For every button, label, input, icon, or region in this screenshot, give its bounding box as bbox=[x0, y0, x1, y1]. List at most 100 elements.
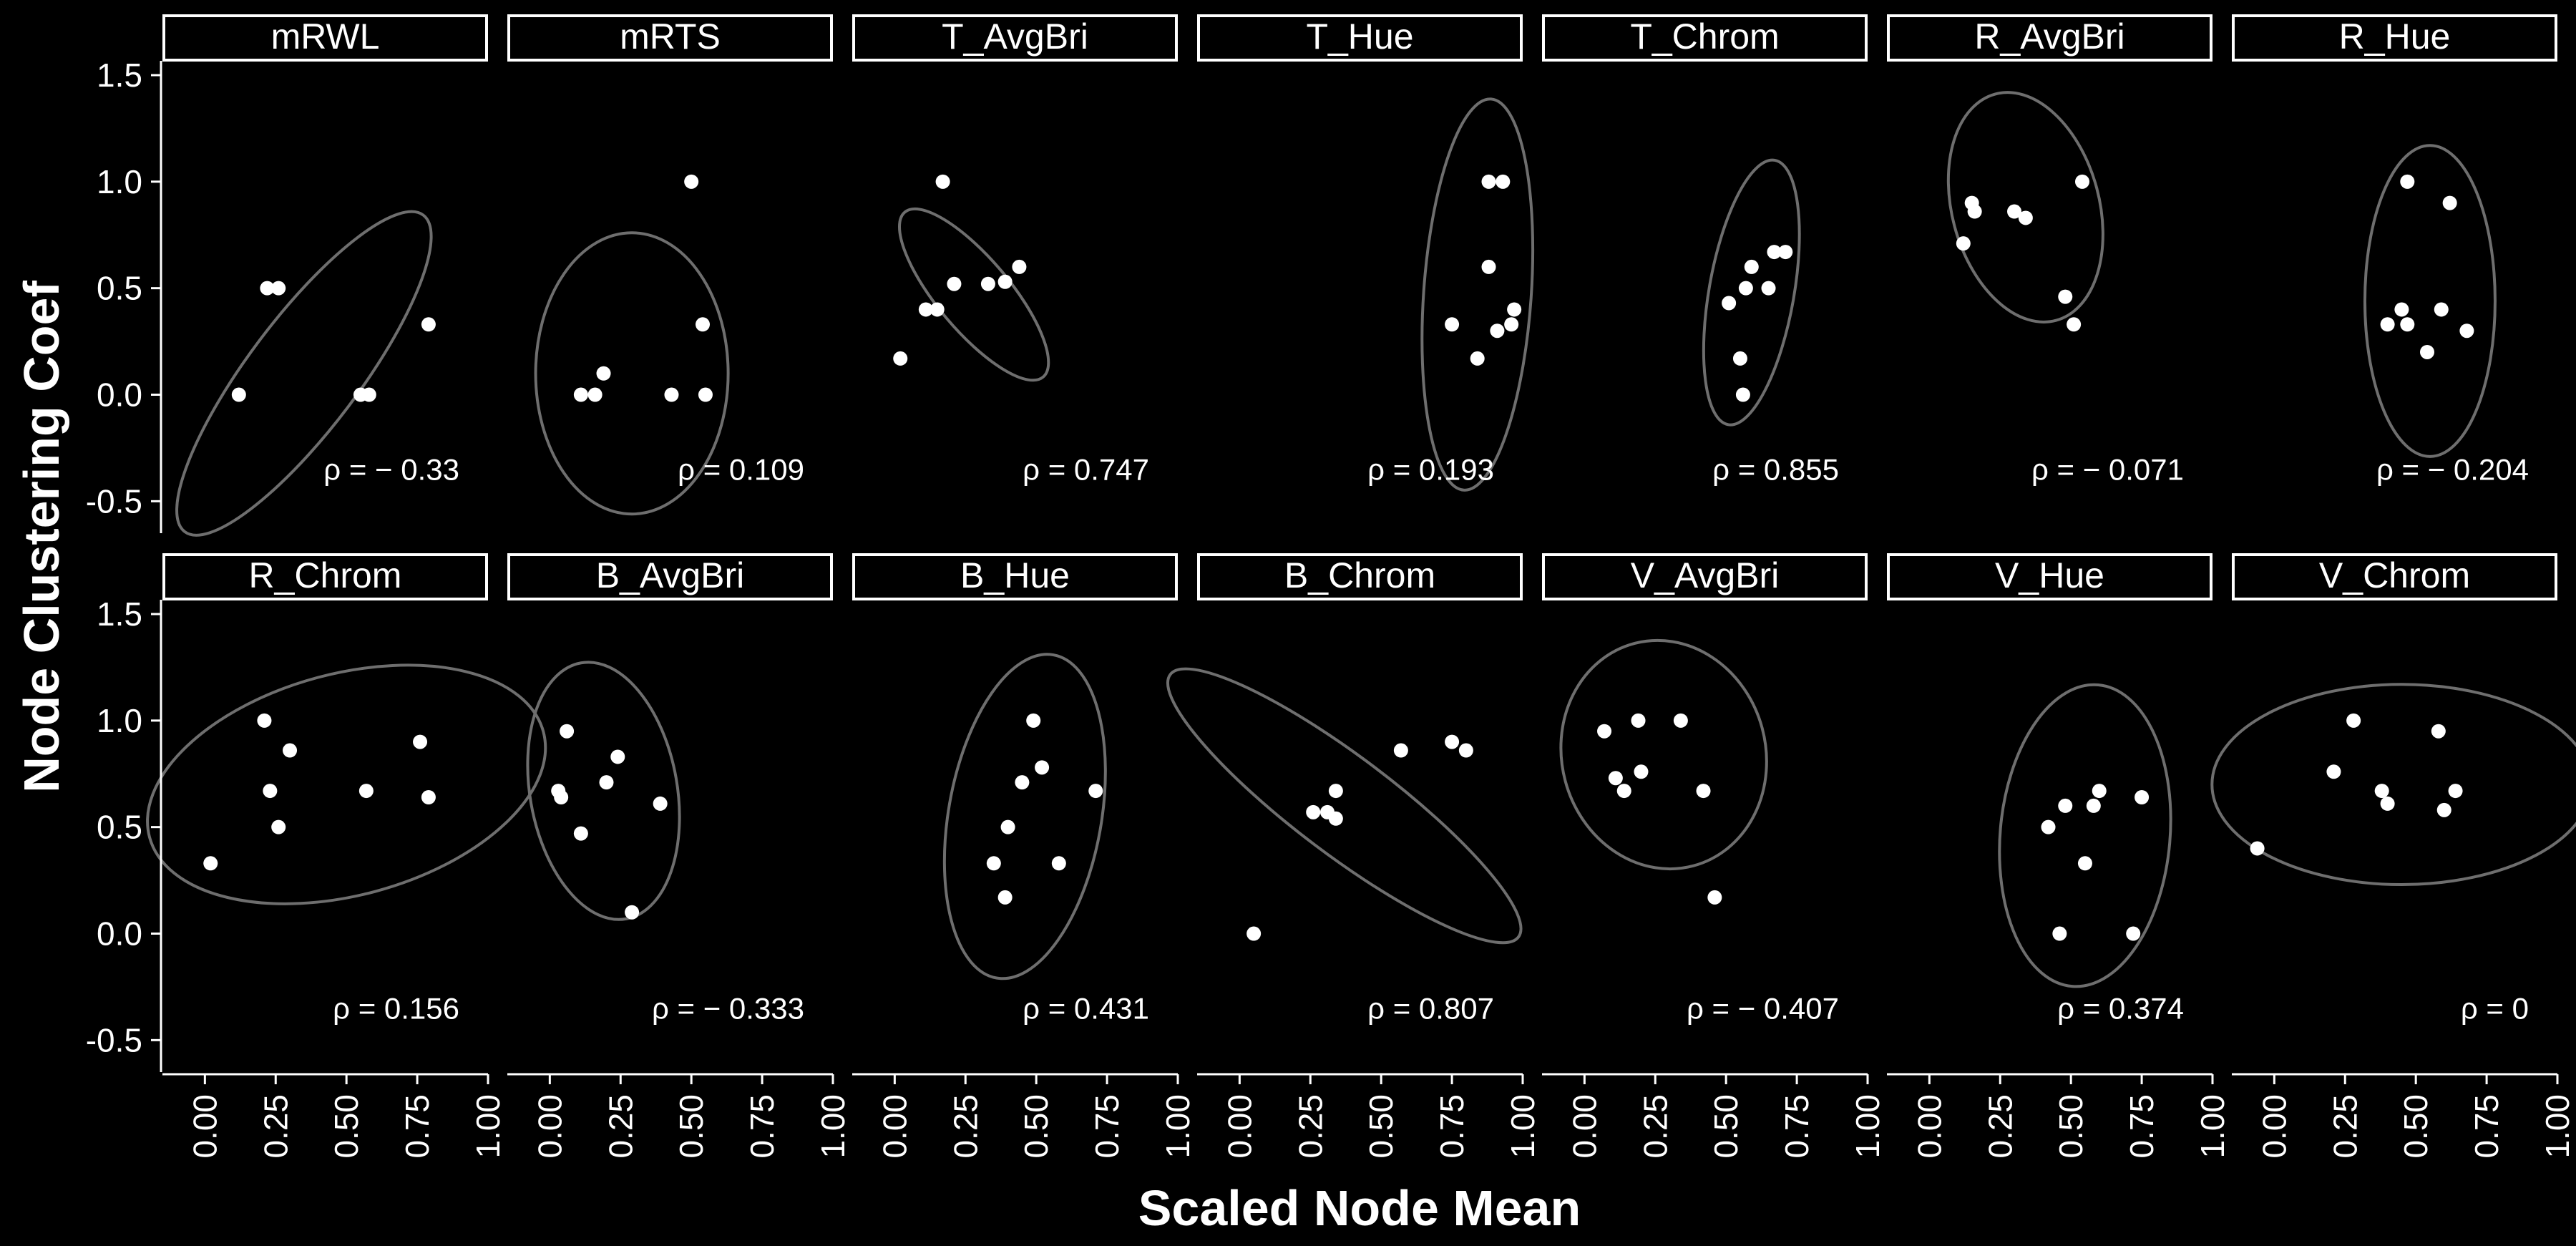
data-point bbox=[1735, 387, 1750, 402]
data-point bbox=[1616, 784, 1631, 799]
facet-title: B_AvgBri bbox=[596, 555, 745, 595]
confidence-ellipse bbox=[1702, 158, 1801, 427]
data-point bbox=[2007, 204, 2022, 219]
data-point bbox=[1767, 245, 1782, 260]
data-point bbox=[2052, 926, 2067, 941]
x-tick-label: 0.50 bbox=[2052, 1094, 2089, 1159]
y-tick-label: 0.5 bbox=[97, 809, 142, 846]
data-point bbox=[599, 775, 614, 790]
data-point bbox=[2448, 784, 2463, 799]
facet-title: B_Chrom bbox=[1284, 555, 1435, 595]
data-point bbox=[947, 276, 962, 291]
data-point bbox=[1445, 734, 1460, 749]
confidence-ellipse bbox=[1420, 97, 1535, 492]
data-point bbox=[1634, 764, 1649, 779]
facet-strip bbox=[162, 14, 488, 62]
facet-strip bbox=[507, 14, 833, 62]
data-point bbox=[1744, 259, 1759, 274]
data-point bbox=[1490, 323, 1505, 339]
data-point bbox=[1000, 819, 1015, 834]
rho-label: ρ = 0.193 bbox=[1367, 453, 1494, 487]
confidence-ellipse bbox=[146, 663, 547, 905]
rho-label: ρ = − 0.33 bbox=[323, 453, 459, 487]
data-point bbox=[2380, 796, 2395, 811]
data-point bbox=[1015, 775, 1030, 790]
data-point bbox=[1956, 236, 1971, 251]
facet-panel-B_Hue: B_Hue ρ = 0.431 bbox=[852, 553, 1178, 1026]
x-tick-label: 0.00 bbox=[876, 1094, 913, 1159]
rho-label: ρ = 0 bbox=[2461, 992, 2529, 1026]
facet-panel-mRTS: mRTS ρ = 0.109 bbox=[507, 14, 833, 516]
y-tick-label: 1.5 bbox=[97, 57, 142, 94]
data-point bbox=[2394, 302, 2409, 317]
facet-panel-V_Chrom: V_Chrom ρ = 0 bbox=[2210, 553, 2576, 1026]
data-point bbox=[2092, 784, 2107, 799]
data-point bbox=[610, 749, 625, 764]
x-tick-label: 0.00 bbox=[1221, 1094, 1258, 1159]
facet-title: R_Chrom bbox=[249, 555, 402, 595]
facet-title: T_Hue bbox=[1306, 16, 1413, 57]
data-point bbox=[980, 276, 995, 291]
x-tick-label: 0.25 bbox=[257, 1094, 294, 1159]
x-tick-label: 1.00 bbox=[1849, 1094, 1886, 1159]
y-tick-label: 1.0 bbox=[97, 702, 142, 739]
data-point bbox=[2018, 210, 2033, 225]
confidence-ellipse bbox=[942, 653, 1107, 980]
data-point bbox=[653, 796, 668, 811]
facet-panel-V_Hue: V_Hue ρ = 0.374 bbox=[1887, 553, 2212, 1026]
facet-strip bbox=[1542, 553, 1868, 600]
data-point bbox=[1696, 784, 1711, 799]
data-point bbox=[664, 387, 679, 402]
data-point bbox=[2459, 323, 2474, 339]
data-point bbox=[1306, 804, 1321, 819]
facet-strip bbox=[1197, 14, 1523, 62]
data-point bbox=[2374, 784, 2389, 799]
data-point bbox=[997, 274, 1013, 289]
facet-panel-T_AvgBri: T_AvgBri ρ = 0.747 bbox=[852, 14, 1178, 487]
y-tick-label: -0.5 bbox=[86, 1021, 142, 1058]
x-tick-label: 0.50 bbox=[1707, 1094, 1745, 1159]
data-point bbox=[1778, 245, 1793, 260]
rho-label: ρ = − 0.204 bbox=[2376, 453, 2529, 487]
rho-label: ρ = 0.807 bbox=[1367, 992, 1494, 1026]
x-tick-label: 0.75 bbox=[2123, 1094, 2160, 1159]
data-point bbox=[2346, 713, 2361, 728]
data-point bbox=[930, 302, 945, 317]
facet-strip bbox=[2232, 14, 2557, 62]
x-tick-label: 0.00 bbox=[531, 1094, 568, 1159]
facet-strip bbox=[507, 553, 833, 600]
data-point bbox=[260, 281, 275, 296]
x-tick-label: 0.75 bbox=[2468, 1094, 2505, 1159]
y-tick-label: 0.5 bbox=[97, 270, 142, 307]
rho-label: ρ = 0.156 bbox=[333, 992, 459, 1026]
data-point bbox=[1470, 351, 1485, 366]
data-point bbox=[587, 387, 602, 402]
facet-strip bbox=[1542, 14, 1868, 62]
rho-label: ρ = 0.855 bbox=[1712, 453, 1839, 487]
facet-title: V_Chrom bbox=[2319, 555, 2470, 595]
y-tick-label: -0.5 bbox=[86, 482, 142, 520]
data-point bbox=[1504, 317, 1519, 332]
facet-panel-R_Hue: R_Hue ρ = − 0.204 bbox=[2232, 14, 2557, 487]
x-tick-label: 0.00 bbox=[1911, 1094, 1948, 1159]
y-axis-title: Node Clustering Coef bbox=[14, 281, 69, 793]
data-point bbox=[684, 174, 699, 189]
data-point bbox=[2434, 302, 2449, 317]
x-tick-label: 0.25 bbox=[602, 1094, 639, 1159]
rho-label: ρ = − 0.333 bbox=[652, 992, 804, 1026]
confidence-ellipse bbox=[175, 210, 433, 537]
data-point bbox=[2400, 317, 2415, 332]
x-tick-label: 0.50 bbox=[1362, 1094, 1400, 1159]
data-point bbox=[997, 890, 1013, 905]
data-point bbox=[2431, 724, 2446, 739]
data-point bbox=[413, 734, 428, 749]
rho-label: ρ = − 0.071 bbox=[2031, 453, 2184, 487]
data-point bbox=[271, 281, 286, 296]
x-tick-label: 0.25 bbox=[1292, 1094, 1329, 1159]
x-tick-label: 0.75 bbox=[1778, 1094, 1815, 1159]
x-tick-label: 0.00 bbox=[1566, 1094, 1603, 1159]
data-point bbox=[2058, 798, 2073, 813]
facet-strip bbox=[1887, 14, 2212, 62]
rho-label: ρ = 0.431 bbox=[1023, 992, 1149, 1026]
data-point bbox=[1496, 174, 1511, 189]
